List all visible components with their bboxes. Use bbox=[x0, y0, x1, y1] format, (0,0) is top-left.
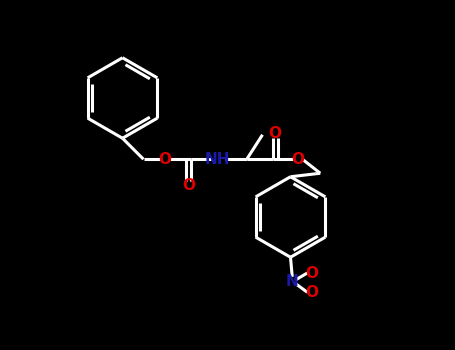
Text: O: O bbox=[268, 126, 282, 140]
Text: O: O bbox=[182, 178, 195, 193]
Text: NH: NH bbox=[204, 152, 230, 167]
Text: O: O bbox=[305, 285, 318, 300]
Text: O: O bbox=[305, 266, 318, 280]
Text: O: O bbox=[291, 152, 304, 167]
Text: O: O bbox=[158, 152, 171, 167]
Text: N: N bbox=[286, 274, 298, 289]
